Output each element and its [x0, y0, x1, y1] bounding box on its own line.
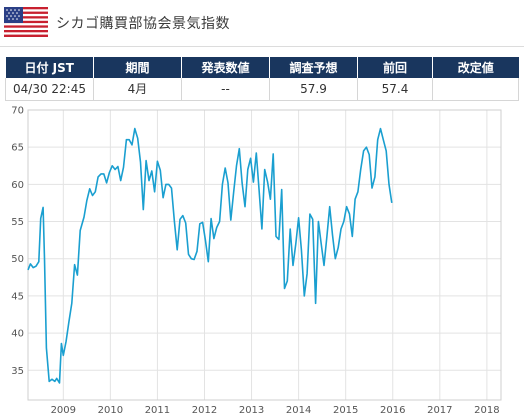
x-tick-label: 2018: [474, 405, 499, 416]
indicator-table: 日付 JST 期間 発表数値 調査予想 前回 改定値 04/30 22:45 4…: [5, 57, 519, 101]
column-header-forecast: 調査予想: [269, 57, 358, 78]
table-header-row: 日付 JST 期間 発表数値 調査予想 前回 改定値: [5, 57, 519, 78]
line-chart: 35 40 45 50 55 60 65 70 2009 2010 2011 2012 2013 201…: [11, 106, 502, 416]
page-title: シカゴ購買部協会景気指数: [56, 16, 230, 32]
cell-forecast: 57.9: [269, 78, 358, 101]
cell-period: 4月: [93, 78, 182, 101]
column-header-date: 日付 JST: [5, 57, 94, 78]
column-header-actual: 発表数値: [181, 57, 270, 78]
x-tick-label: 2013: [239, 405, 264, 416]
y-tick-label: 50: [11, 254, 24, 265]
column-header-period: 期間: [93, 57, 182, 78]
x-tick-label: 2014: [286, 405, 311, 416]
x-axis: 2009 2010 2011 2012 2013 2014 2015 2016 2017 2018: [51, 405, 500, 416]
y-axis: 35 40 45 50 55 60 65 70: [11, 106, 24, 377]
table-row: 04/30 22:45 4月 -- 57.9 57.4: [5, 78, 519, 101]
cell-date: 04/30 22:45: [5, 78, 94, 101]
y-tick-label: 55: [11, 217, 24, 228]
x-tick-label: 2012: [192, 405, 217, 416]
cell-revised: [432, 78, 519, 101]
column-header-revised: 改定値: [432, 57, 519, 78]
y-tick-label: 60: [11, 180, 24, 191]
cell-previous: 57.4: [357, 78, 433, 101]
y-tick-label: 45: [11, 291, 24, 302]
plot-frame: [27, 109, 502, 401]
x-tick-label: 2015: [333, 405, 358, 416]
series-line: [27, 127, 393, 384]
y-tick-label: 40: [11, 329, 24, 340]
column-header-previous: 前回: [357, 57, 433, 78]
x-tick-label: 2010: [98, 405, 123, 416]
us-flag-icon: [4, 7, 48, 37]
x-tick-label: 2009: [51, 405, 76, 416]
chart-grid: [28, 109, 501, 400]
y-tick-label: 35: [11, 366, 24, 377]
page-header: シカゴ購買部協会景気指数: [0, 0, 524, 44]
y-tick-label: 65: [11, 143, 24, 154]
header-divider: [0, 46, 524, 47]
y-tick-label: 70: [11, 106, 24, 117]
x-tick-label: 2011: [145, 405, 170, 416]
x-tick-label: 2017: [427, 405, 452, 416]
x-tick-label: 2016: [380, 405, 405, 416]
cell-actual: --: [181, 78, 270, 101]
